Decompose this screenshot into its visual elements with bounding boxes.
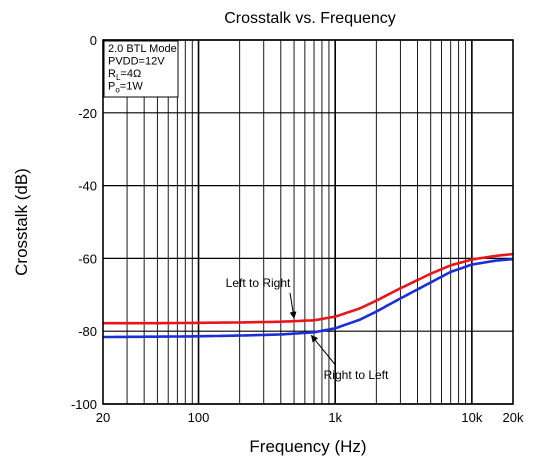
annotation-label: Right to Left — [324, 368, 389, 382]
chart-title: Crosstalk vs. Frequency — [224, 10, 396, 27]
series-annotations: Left to Right Right to Left — [226, 276, 389, 382]
x-tick-label: 20k — [503, 410, 524, 425]
series-line — [103, 252, 514, 325]
annotation-label: Left to Right — [226, 276, 291, 290]
x-tick-label: 100 — [188, 410, 210, 425]
series-line — [103, 257, 514, 339]
conditions-box-frame — [103, 40, 179, 98]
condition-line: 2.0 BTL Mode — [108, 43, 177, 55]
x-tick-label: 10k — [461, 410, 482, 425]
series-lines — [103, 252, 514, 339]
y-axis-label: Crosstalk (dB) — [12, 168, 31, 276]
y-tick-label: -20 — [78, 106, 97, 121]
condition-line: PVDD=12V — [108, 56, 165, 68]
annotation-arrow — [289, 292, 297, 319]
y-tick-label: -80 — [78, 324, 97, 339]
y-tick-label: 0 — [90, 33, 97, 48]
grid — [103, 39, 513, 405]
plot-frame — [102, 39, 514, 405]
condition-line: Po=1W — [108, 81, 143, 95]
x-tick-label: 20 — [96, 410, 110, 425]
y-tick-label: -60 — [78, 251, 97, 266]
tick-labels: 20 100 1k 10k 20k 0 -20 -40 -60 -80 -100 — [71, 33, 524, 425]
x-axis-label: Frequency (Hz) — [249, 437, 366, 456]
x-tick-label: 1k — [328, 410, 342, 425]
condition-line: RL=4Ω — [108, 68, 141, 82]
y-tick-label: -40 — [78, 179, 97, 194]
y-tick-label: -100 — [71, 397, 97, 412]
annotation-arrow — [310, 334, 336, 366]
